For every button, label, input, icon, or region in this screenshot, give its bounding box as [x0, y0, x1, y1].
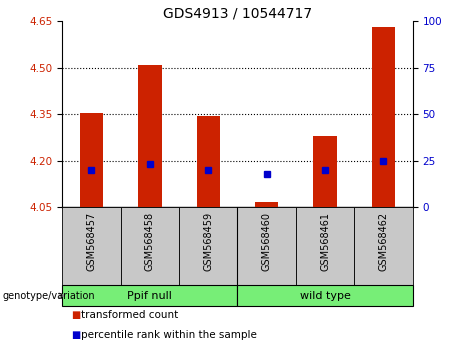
Bar — [296, 207, 354, 285]
Bar — [237, 207, 296, 285]
Text: ■: ■ — [71, 330, 81, 339]
Bar — [62, 285, 237, 306]
Text: GSM568458: GSM568458 — [145, 212, 155, 271]
Text: transformed count: transformed count — [81, 310, 178, 320]
Bar — [372, 28, 395, 207]
Text: GSM568457: GSM568457 — [86, 212, 96, 271]
Bar — [237, 285, 413, 306]
Bar — [255, 202, 278, 207]
Bar — [179, 207, 237, 285]
Bar — [354, 207, 413, 285]
Bar — [80, 113, 103, 207]
Bar — [138, 65, 161, 207]
Bar — [313, 136, 337, 207]
Text: GSM568459: GSM568459 — [203, 212, 213, 271]
Title: GDS4913 / 10544717: GDS4913 / 10544717 — [163, 6, 312, 20]
Text: GSM568460: GSM568460 — [261, 212, 272, 271]
Bar — [62, 207, 121, 285]
Text: ■: ■ — [71, 310, 81, 320]
Text: wild type: wild type — [300, 291, 350, 301]
Bar — [121, 207, 179, 285]
Text: GSM568462: GSM568462 — [378, 212, 389, 271]
Text: genotype/variation: genotype/variation — [2, 291, 95, 301]
Text: GSM568461: GSM568461 — [320, 212, 330, 271]
Text: percentile rank within the sample: percentile rank within the sample — [81, 330, 257, 339]
Text: Ppif null: Ppif null — [127, 291, 172, 301]
Bar — [196, 116, 220, 207]
